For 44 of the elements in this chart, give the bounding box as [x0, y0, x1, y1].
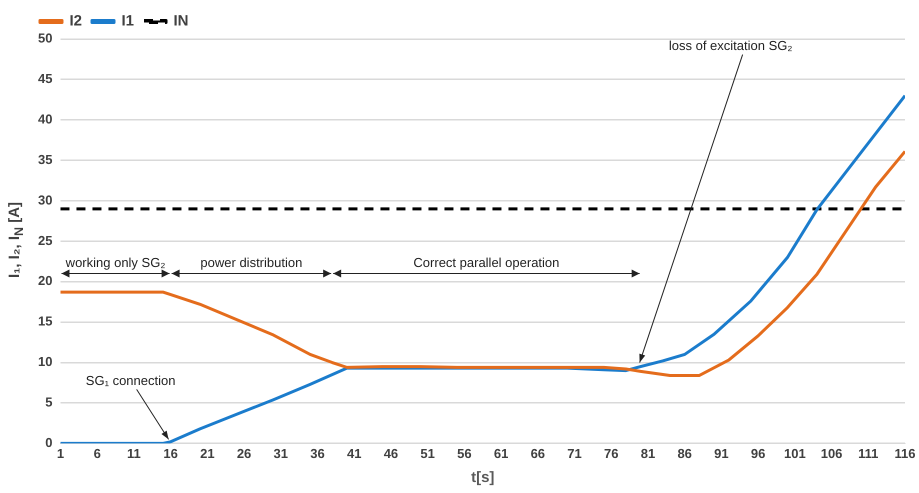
- x-tick-label: 61: [494, 446, 508, 461]
- annotation: SG₁ connection: [86, 372, 176, 388]
- x-tick-label: 36: [310, 446, 325, 461]
- x-tick-label: 56: [457, 446, 472, 461]
- x-tick-label: 26: [236, 446, 252, 461]
- y-tick-label: 15: [38, 314, 52, 329]
- legend-label: I2: [70, 12, 82, 30]
- legend-label: I1: [122, 12, 134, 30]
- annotation: working only SG₂: [64, 255, 166, 270]
- y-tick-label: 25: [38, 232, 52, 248]
- y-tick-label: 5: [45, 394, 52, 410]
- y-tick-label: 30: [38, 192, 52, 208]
- x-tick-label: 86: [677, 446, 692, 461]
- x-tick-label: 41: [346, 446, 362, 461]
- annotation: power distribution: [200, 255, 302, 270]
- x-tick-label: 51: [420, 446, 435, 461]
- x-tick-label: 6: [94, 446, 101, 461]
- y-tick-label: 45: [38, 71, 52, 86]
- y-tick-label: 20: [38, 273, 52, 288]
- y-tick-label: 40: [38, 111, 52, 126]
- x-tick-label: 11: [127, 446, 141, 461]
- x-tick-label: 31: [274, 446, 288, 461]
- x-tick-label: 46: [384, 446, 398, 461]
- x-tick-label: 96: [750, 446, 766, 461]
- x-tick-label: 1: [56, 446, 64, 461]
- x-tick-label: 81: [640, 446, 656, 461]
- x-axis-title: t[s]: [471, 469, 494, 486]
- legend-label: IN: [174, 12, 189, 30]
- y-tick-label: 35: [38, 152, 52, 167]
- x-tick-label: 71: [567, 446, 582, 461]
- x-tick-label: 16: [163, 446, 178, 461]
- x-tick-label: 106: [820, 446, 842, 461]
- y-tick-label: 0: [45, 434, 52, 450]
- annotation: Correct parallel operation: [413, 255, 560, 270]
- annotation: loss of excitation SG₂: [668, 38, 792, 54]
- y-tick-label: 10: [38, 354, 52, 370]
- x-tick-label: 91: [714, 446, 729, 461]
- x-tick-label: 76: [604, 446, 618, 461]
- x-tick-label: 116: [894, 446, 916, 461]
- x-tick-label: 101: [784, 446, 806, 461]
- x-tick-label: 21: [200, 446, 215, 461]
- x-tick-label: 66: [530, 446, 546, 461]
- x-tick-label: 111: [858, 446, 878, 461]
- y-tick-label: 50: [38, 30, 52, 46]
